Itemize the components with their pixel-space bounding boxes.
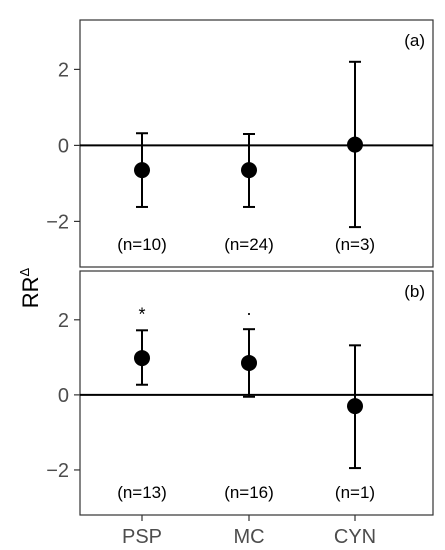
panel-frame [79,270,434,516]
y-tick-label: −2 [46,211,69,233]
sample-size-label: (n=13) [117,483,167,502]
panel-a: −2 0 2 (n=10) (n=24) (n=3) (a) [46,19,434,268]
y-axis-title: RRΔ [17,267,43,308]
x-category-label-cyn: CYN [334,526,376,548]
data-point-psp [134,350,150,367]
sample-size-label: (n=1) [335,483,375,502]
y-axis-title-superscript: Δ [17,267,32,276]
x-category-label-mc: MC [233,526,264,548]
y-tick-label: 0 [58,385,69,407]
y-tick-label: 0 [58,135,69,157]
data-point-cyn [347,136,363,153]
data-point-cyn [347,398,363,415]
panel-b: −2 0 2 * (n=13) · (n=16) (n=1) (b) [46,270,434,516]
sample-size-label: (n=10) [117,235,167,254]
sample-size-label: (n=16) [224,483,274,502]
sample-size-label: (n=3) [335,235,375,254]
data-point-mc [241,354,257,371]
panel-frame [79,19,434,268]
sample-size-label: (n=24) [224,235,274,254]
y-tick-label: 2 [58,59,69,81]
data-point-psp [134,162,150,179]
y-tick-label: −2 [46,460,69,482]
x-category-label-psp: PSP [122,526,162,548]
data-point-mc [241,162,257,179]
significance-marker: * [138,304,145,324]
panel-tag: (a) [404,31,425,50]
panel-tag: (b) [404,282,425,301]
significance-marker: · [246,303,252,323]
y-tick-label: 2 [58,310,69,332]
